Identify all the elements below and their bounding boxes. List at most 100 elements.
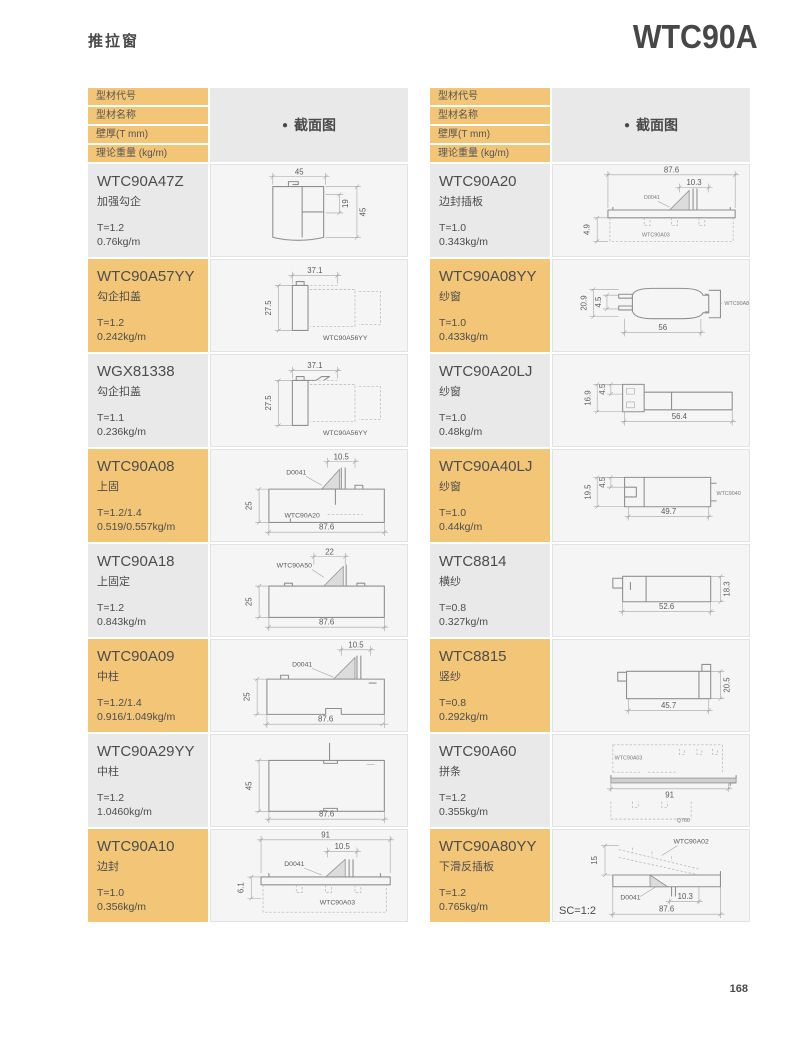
profile-name: 纱窗	[439, 291, 461, 303]
profile-info: WTC8815 竖纱 T=0.8 0.292kg/m	[430, 639, 550, 732]
cross-section-cell: 4.5 19.5 WTC9040 49.7	[552, 449, 750, 542]
table-row: WTC90A09 中柱 T=1.2/1.4 0.916/1.049kg/m 10…	[88, 639, 408, 732]
header-label-name: 型材名称	[430, 107, 550, 124]
header-label-name: 型材名称	[88, 107, 208, 124]
svg-text:D0041: D0041	[620, 894, 640, 901]
svg-text:37.1: 37.1	[307, 361, 322, 370]
cross-section-cell: WTC90A03 91 Q780	[552, 734, 750, 827]
profile-name: 勾企扣盖	[97, 386, 141, 398]
svg-text:16.9: 16.9	[583, 390, 592, 405]
svg-text:18.3: 18.3	[722, 581, 731, 596]
svg-text:WTC90A03: WTC90A03	[642, 232, 670, 238]
table-row: WTC90A47Z 加强勾企 T=1.2 0.76kg/m 45 19 45	[88, 164, 408, 257]
profile-thickness: T=1.0	[439, 507, 467, 519]
cross-section-cell: 22 WTC90A50 25 87.6	[210, 544, 408, 637]
profile-weight: 0.916/1.049kg/m	[97, 711, 176, 723]
profile-code: WTC90A60	[439, 743, 517, 760]
profile-name: 上固定	[97, 576, 130, 588]
page-title: WTC90A	[633, 18, 758, 55]
profile-info: WTC90A20LJ 纱窗 T=1.0 0.48kg/m	[430, 354, 550, 447]
profile-weight: 0.765kg/m	[439, 901, 489, 913]
page-category: 推拉窗	[88, 33, 140, 50]
svg-text:10.5: 10.5	[335, 842, 351, 851]
svg-text:WTC90A56YY: WTC90A56YY	[323, 335, 368, 342]
table-header: 型材代号 型材名称 壁厚(T mm) 理论重量 (kg/m) ● 截面图	[88, 88, 408, 162]
bullet-icon: ●	[623, 119, 631, 131]
profile-thickness: T=1.2	[97, 792, 125, 804]
cross-section-drawing: 37.1 27.5 WTC90A56YY	[264, 266, 381, 342]
svg-text:4.9: 4.9	[582, 224, 591, 235]
svg-text:WTC90A20: WTC90A20	[285, 513, 320, 520]
cross-section-drawing: 10.5 D0041 25 87.6	[242, 640, 389, 729]
profile-weight: 0.356kg/m	[97, 901, 147, 913]
profile-thickness: T=1.2	[97, 602, 125, 614]
profile-info: WTC90A08 上固 T=1.2/1.4 0.519/0.557kg/m	[88, 449, 208, 542]
profile-name: 横纱	[439, 576, 461, 588]
svg-text:56.4: 56.4	[672, 412, 688, 421]
svg-text:91: 91	[665, 791, 674, 800]
profile-thickness: T=1.2	[97, 222, 125, 234]
cross-section-cell: 10.5 D0041 25 87.6	[210, 639, 408, 732]
cross-section-cell: 45 19 45	[210, 164, 408, 257]
profile-weight: 0.355kg/m	[439, 806, 489, 818]
cross-section-cell: 87.6 10.3 D0041 4.9 WTC90A03	[552, 164, 750, 257]
profile-name: 拼条	[439, 766, 461, 778]
table-row: WTC90A20 边封插板 T=1.0 0.343kg/m 87.6 10.3 …	[430, 164, 750, 257]
svg-text:87.6: 87.6	[319, 810, 334, 819]
svg-text:WTC90A02: WTC90A02	[673, 839, 708, 846]
profile-name: 纱窗	[439, 481, 461, 493]
svg-text:WTC90A03: WTC90A03	[615, 755, 643, 761]
profile-name: 勾企扣盖	[97, 291, 141, 303]
svg-text:4.5: 4.5	[594, 296, 603, 308]
svg-text:D0041: D0041	[284, 861, 304, 868]
svg-text:25: 25	[244, 501, 253, 510]
table-row: WTC90A20LJ 纱窗 T=1.0 0.48kg/m 4.5 16.9 56…	[430, 354, 750, 447]
profile-code: WTC90A20LJ	[439, 363, 533, 380]
profile-code: WTC90A47Z	[97, 173, 184, 190]
profile-code: WTC90A20	[439, 173, 517, 190]
profile-code: WTC90A18	[97, 553, 175, 570]
profile-name: 中柱	[97, 671, 119, 683]
profile-name: 中柱	[97, 766, 119, 778]
header-label-code: 型材代号	[88, 88, 208, 105]
profile-thickness: T=1.2/1.4	[97, 507, 142, 519]
cross-section-drawing: 4.5 19.5 WTC9040 49.7	[583, 475, 741, 521]
svg-text:19: 19	[341, 199, 350, 208]
svg-text:D0041: D0041	[644, 195, 660, 201]
profile-weight: 0.327kg/m	[439, 616, 489, 628]
profile-thickness: T=1.2	[439, 887, 467, 899]
header-label-weight: 理论重量 (kg/m)	[88, 145, 208, 162]
profile-weight: 0.242kg/m	[97, 331, 147, 343]
svg-text:87.6: 87.6	[319, 523, 334, 532]
header-section-label: 截面图	[636, 117, 679, 133]
svg-text:27.5: 27.5	[264, 300, 273, 316]
profile-weight: 0.236kg/m	[97, 426, 147, 438]
svg-text:D0041: D0041	[292, 661, 312, 668]
svg-text:27.5: 27.5	[264, 395, 273, 411]
svg-text:10.3: 10.3	[678, 892, 693, 901]
profile-info: WTC90A10 边封 T=1.0 0.356kg/m	[88, 829, 208, 922]
profile-weight: 0.76kg/m	[97, 236, 141, 248]
cross-section-cell: 91 10.5 D0041 6.1 WTC90A03	[210, 829, 408, 922]
svg-text:45: 45	[359, 207, 368, 216]
profile-thickness: T=1.0	[439, 317, 467, 329]
cross-section-drawing: 87.6 10.3 D0041 4.9 WTC90A03	[582, 165, 740, 244]
profile-info: WTC90A29YY 中柱 T=1.2 1.0460kg/m	[88, 734, 208, 827]
svg-text:37.1: 37.1	[307, 266, 322, 275]
cross-section-cell: 37.1 27.5 WTC90A56YY	[210, 259, 408, 352]
profile-weight: 0.44kg/m	[439, 521, 483, 533]
table-header: 型材代号 型材名称 壁厚(T mm) 理论重量 (kg/m) ● 截面图	[430, 88, 750, 162]
profile-weight: 0.519/0.557kg/m	[97, 521, 176, 533]
profile-thickness: T=1.2	[97, 317, 125, 329]
profile-code: WTC8814	[439, 553, 507, 570]
svg-text:Q780: Q780	[677, 818, 690, 824]
table-row: WTC90A40LJ 纱窗 T=1.0 0.44kg/m 4.5 19.5 WT…	[430, 449, 750, 542]
table-row: WTC8815 竖纱 T=0.8 0.292kg/m 20.5 45.7	[430, 639, 750, 732]
table-row: WTC90A08YY 纱窗 T=1.0 0.433kg/m 20.9 4.5 5…	[430, 259, 750, 352]
profile-info: WTC90A80YY 下滑反插板 T=1.2 0.765kg/m	[430, 829, 550, 922]
profile-thickness: T=1.0	[439, 222, 467, 234]
svg-text:45: 45	[295, 167, 304, 176]
svg-text:4.5: 4.5	[598, 383, 607, 395]
svg-text:4.5: 4.5	[598, 476, 607, 488]
cross-section-drawing: WTC90A02 15 D0041 10.3 87.6	[590, 839, 725, 919]
